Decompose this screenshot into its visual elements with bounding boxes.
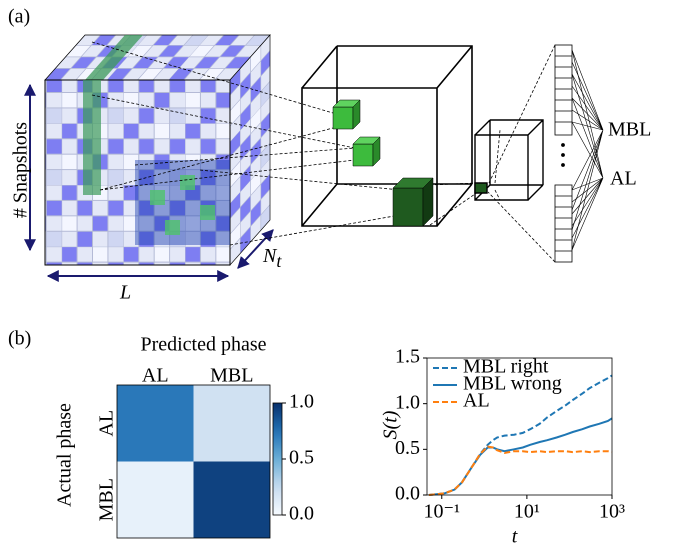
- length-label: L: [119, 282, 131, 304]
- y-category-label: MBL: [96, 478, 118, 521]
- colorbar-tick-label: 0.0: [289, 503, 314, 525]
- y-category-label: AL: [96, 410, 118, 437]
- y-tick-label: 1.0: [395, 391, 420, 413]
- heatmap-cell: [117, 385, 194, 462]
- x-category-label: MBL: [210, 365, 253, 387]
- x-tick-label: 10³: [599, 501, 625, 523]
- dense-layer: [555, 45, 572, 262]
- heatmap-cell: [194, 462, 271, 539]
- series-line: [429, 418, 612, 495]
- colorbar: [273, 403, 282, 515]
- heatmap-cell: [117, 462, 194, 539]
- series-line: [429, 447, 612, 495]
- output-connections: [572, 50, 603, 250]
- feature-cubes: [333, 100, 433, 226]
- output-label: MBL: [608, 119, 651, 141]
- y-axis-label: S(t): [380, 410, 402, 439]
- y-tick-label: 1.5: [395, 346, 420, 368]
- time-label: Nt: [262, 245, 282, 272]
- time-label-subscript: t: [276, 251, 282, 271]
- panel-label: (b): [8, 328, 31, 350]
- panel-label: (a): [8, 6, 30, 28]
- y-tick-label: 0.0: [395, 483, 420, 505]
- figure: (a) # Snapshots L Nt: [0, 0, 675, 546]
- output-label: AL: [610, 168, 637, 190]
- conv-box-1: [302, 46, 472, 226]
- x-tick-label: 10⁻¹: [423, 501, 460, 523]
- heatmap-cell: [194, 385, 271, 462]
- legend-label: AL: [463, 390, 490, 412]
- snapshot-cube: [45, 35, 270, 265]
- x-tick-label: 10¹: [514, 501, 540, 523]
- conv-box-2: [475, 120, 543, 200]
- heatmap-title: Predicted phase: [140, 334, 266, 356]
- colorbar-tick-label: 1.0: [289, 391, 314, 413]
- x-axis-label: t: [512, 526, 518, 546]
- snapshots-label: # Snapshots: [10, 122, 32, 218]
- x-category-label: AL: [142, 365, 169, 387]
- colorbar-tick-label: 0.5: [289, 447, 314, 469]
- y-axis-label: Actual phase: [54, 403, 76, 507]
